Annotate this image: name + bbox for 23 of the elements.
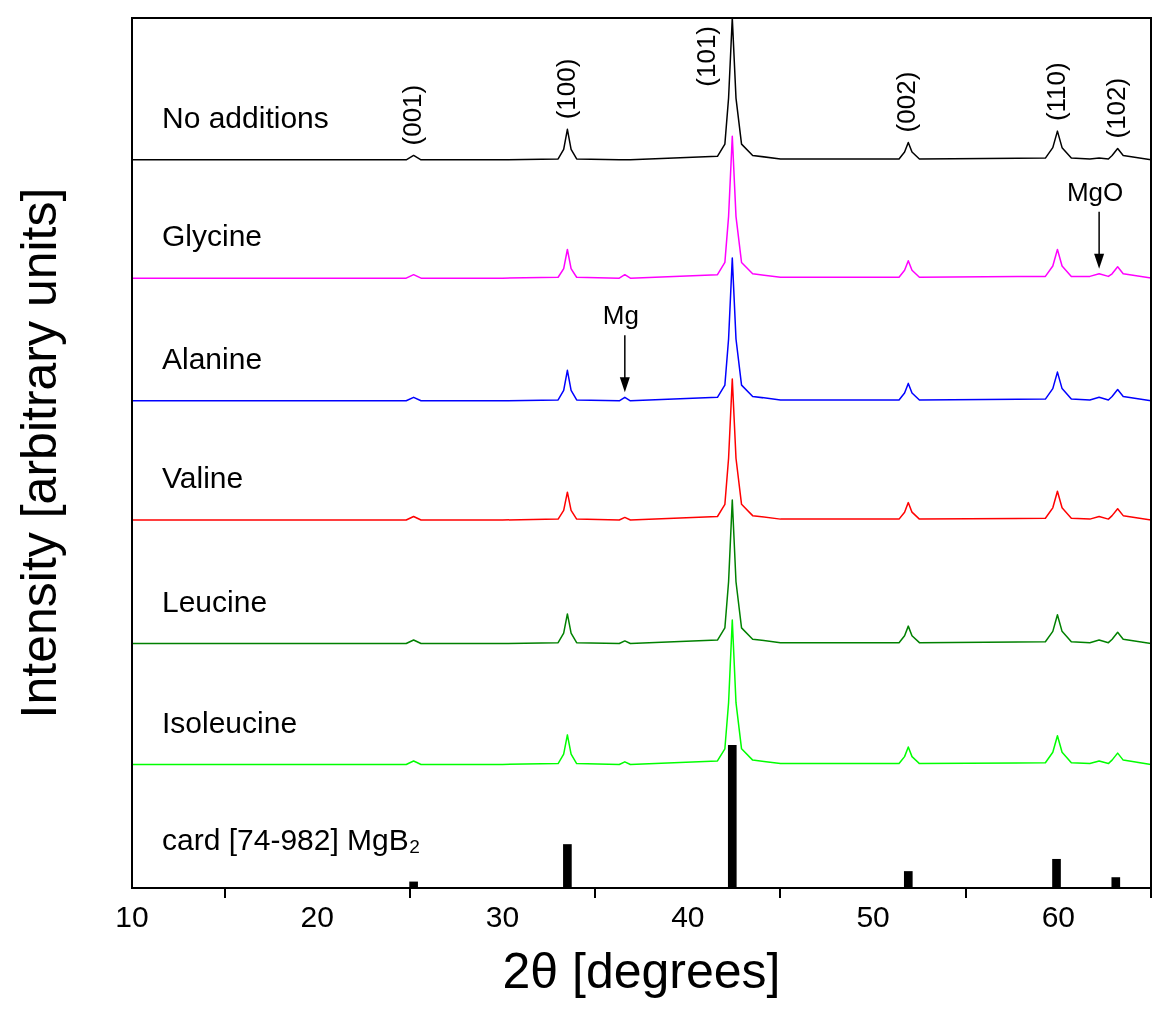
x-tick-label: 10 (115, 900, 149, 934)
annotation: (001) (396, 84, 427, 146)
annotation: (002) (891, 71, 922, 133)
x-tick-label: 30 (485, 900, 520, 934)
series-label: card [74-982] MgB₂ (162, 823, 421, 857)
series-label: Glycine (162, 219, 263, 253)
y-axis-title: Intensity [arbitrary units] (10, 187, 67, 719)
x-tick-label: 50 (856, 900, 890, 934)
x-tick-label: 20 (300, 900, 334, 934)
series-label: Valine (162, 461, 244, 495)
annotation: MgO (1066, 176, 1124, 207)
x-tick-label: 40 (671, 900, 705, 934)
series-label: Alanine (162, 342, 263, 376)
annotation: (102) (1100, 77, 1131, 139)
annotation: (110) (1040, 62, 1071, 122)
annotation: Mg (602, 300, 639, 331)
annotation: (101) (691, 25, 722, 87)
series-label: Isoleucine (162, 705, 298, 739)
series-label: Leucine (162, 584, 268, 618)
x-axis-title: 2θ [degrees] (502, 942, 781, 999)
x-tick-label: 60 (1041, 900, 1076, 934)
series-label: No additions (162, 101, 329, 135)
annotation: (100) (550, 58, 581, 120)
